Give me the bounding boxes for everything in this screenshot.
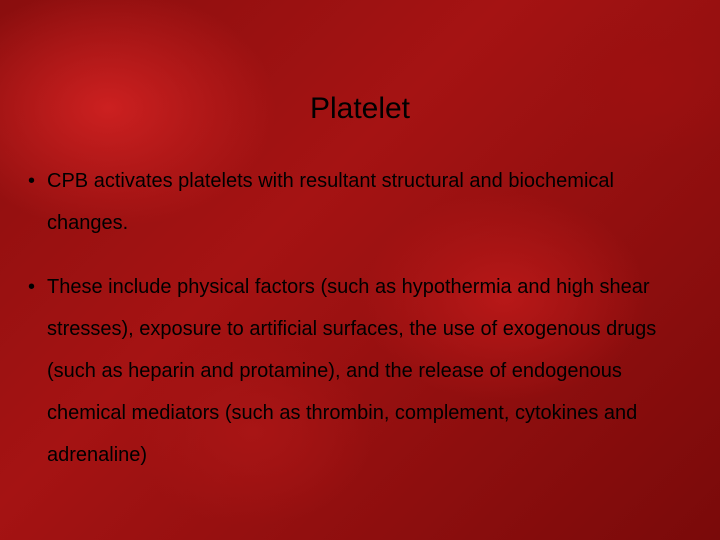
bullet-marker-icon: • [28,160,35,202]
bullet-text: These include physical factors (such as … [47,266,692,476]
slide-content: • CPB activates platelets with resultant… [28,160,692,498]
slide: Platelet • CPB activates platelets with … [0,0,720,540]
bullet-item: • CPB activates platelets with resultant… [28,160,692,244]
bullet-item: • These include physical factors (such a… [28,266,692,476]
bullet-text: CPB activates platelets with resultant s… [47,160,692,244]
bullet-marker-icon: • [28,266,35,308]
slide-title: Platelet [0,92,720,126]
